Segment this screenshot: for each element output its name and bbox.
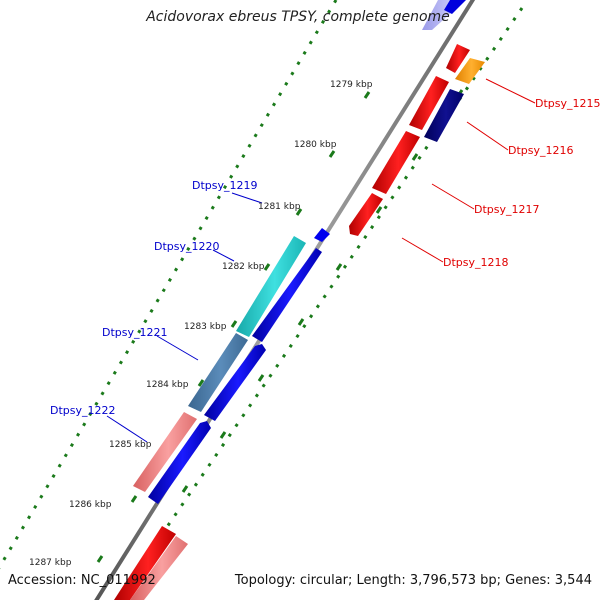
label-leader-lines: [106, 78, 536, 443]
gene-dtpsy-1217[interactable]: [372, 131, 420, 194]
accession-text: Accession: NC_011992: [8, 573, 156, 588]
gene-label-dtpsy-1215[interactable]: Dtpsy_1215: [535, 97, 600, 110]
gene-labels: Dtpsy_1215 Dtpsy_1216 Dtpsy_1217 Dtpsy_1…: [50, 97, 600, 417]
gene-dtpsy-1219[interactable]: [252, 248, 322, 342]
tick-label-1285: 1285 kbp: [109, 440, 152, 450]
gene-dtpsy-1222[interactable]: [133, 412, 197, 492]
tick-label-1287: 1287 kbp: [29, 558, 72, 568]
tick-label-1281: 1281 kbp: [258, 202, 301, 212]
gene-dtpsy-1221[interactable]: [188, 333, 248, 412]
inner-dotted-ring: [0, 0, 338, 570]
outer-tick-marks: [181, 89, 464, 493]
gene-dtpsy-1221-blue: [204, 344, 266, 421]
gene-label-dtpsy-1219[interactable]: Dtpsy_1219: [192, 179, 258, 192]
gene-label-dtpsy-1217[interactable]: Dtpsy_1217: [474, 203, 540, 216]
gene-dtpsy-1215-upstream: [446, 44, 470, 73]
inner-tick-marks: [96, 91, 371, 563]
gene-dtpsy-1216[interactable]: [424, 89, 464, 142]
genome-title: Acidovorax ebreus TPSY, complete genome: [145, 9, 450, 25]
tick-label-1282: 1282 kbp: [222, 262, 265, 272]
gene-label-dtpsy-1221[interactable]: Dtpsy_1221: [102, 326, 168, 339]
gene-label-dtpsy-1216[interactable]: Dtpsy_1216: [508, 144, 574, 157]
gene-top-partial: [422, 0, 466, 30]
tick-label-1286: 1286 kbp: [69, 500, 112, 510]
gene-dtpsy-1216-neighbor: [409, 76, 449, 130]
tick-label-1284: 1284 kbp: [146, 380, 189, 390]
tick-label-1283: 1283 kbp: [184, 322, 227, 332]
tick-label-1279: 1279 kbp: [330, 80, 373, 90]
gene-dtpsy-1215[interactable]: [455, 58, 485, 84]
gene-label-dtpsy-1222[interactable]: Dtpsy_1222: [50, 404, 116, 417]
gene-label-dtpsy-1218[interactable]: Dtpsy_1218: [443, 256, 509, 269]
gene-dtpsy-1220[interactable]: [236, 236, 306, 337]
tick-labels: 1279 kbp 1280 kbp 1281 kbp 1282 kbp 1283…: [29, 80, 373, 568]
gene-dtpsy-1218[interactable]: [349, 193, 383, 236]
gene-dtpsy-1222-blue: [148, 421, 211, 504]
gene-bottom-partial: [114, 526, 188, 600]
tick-label-1280: 1280 kbp: [294, 140, 337, 150]
gene-label-dtpsy-1220[interactable]: Dtpsy_1220: [154, 240, 220, 253]
gene-small-arrow: [314, 228, 330, 242]
topology-text: Topology: circular; Length: 3,796,573 bp…: [234, 573, 592, 588]
